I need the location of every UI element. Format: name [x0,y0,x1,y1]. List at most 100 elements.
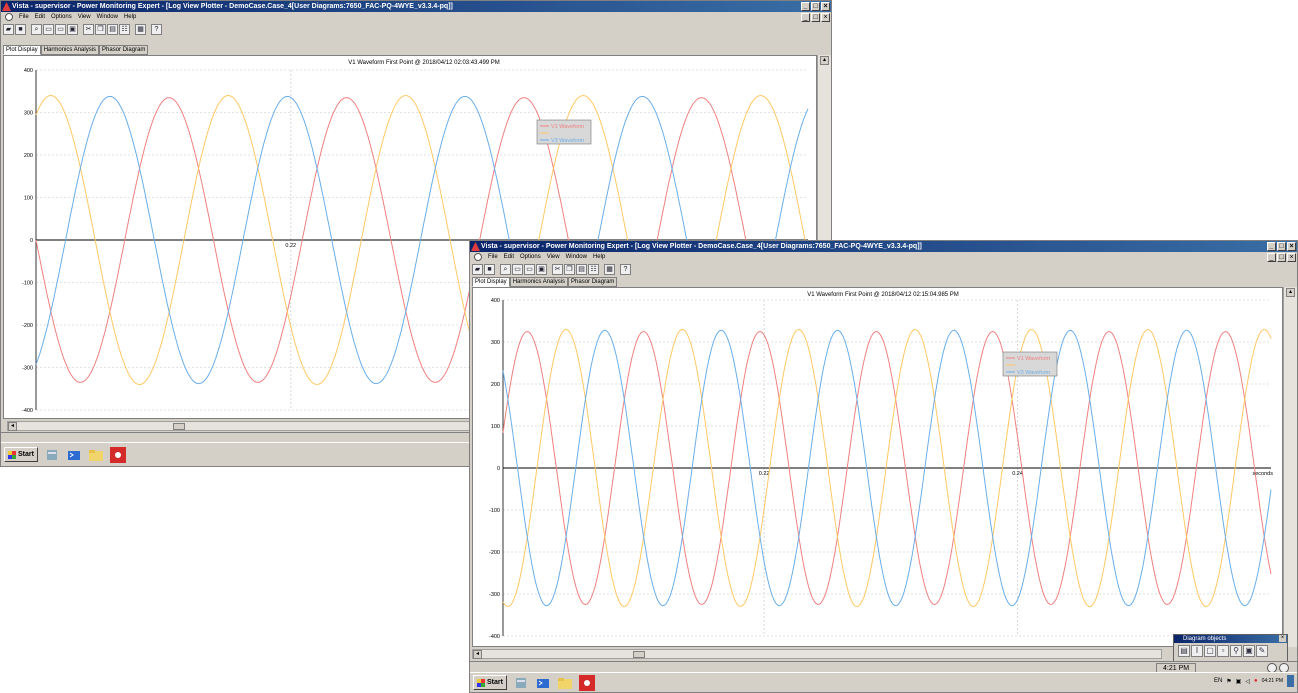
open-icon[interactable]: ▰ [472,263,483,275]
y-tick-label: 200 [24,153,33,159]
start-button[interactable]: Start [4,447,38,462]
y-tick-label: -100 [489,508,500,514]
mdi-close-button[interactable]: × [1287,253,1296,262]
server-manager-icon[interactable] [513,675,529,691]
zoom-icon[interactable]: ⌕ [500,263,511,275]
network-tray-icon[interactable]: ▣ [1235,678,1242,685]
diagram-tools: ▤ I ▢ ▫ ⚲ ▣ ✎ [1174,643,1287,659]
mdi-restore-button[interactable]: □ [1277,253,1286,262]
scroll-left-button[interactable]: ◂ [473,650,482,659]
copy-icon[interactable]: ❐ [95,23,106,35]
power-tray-icon[interactable]: ● [1253,678,1258,684]
powershell-icon[interactable] [535,675,551,691]
vertical-scrollbar[interactable]: ▴ [1283,287,1297,647]
tab-plot-display[interactable]: Plot Display [472,277,510,287]
numeric-object-icon[interactable]: ▫ [1217,645,1229,657]
menu-options[interactable]: Options [51,14,72,20]
diagram-objects-panel[interactable]: Diagram objects × ▤ I ▢ ▫ ⚲ ▣ ✎ [1173,634,1288,662]
open-icon[interactable]: ▰ [3,23,14,35]
graph-icon[interactable]: ▭ [524,263,535,275]
tab-harmonics-analysis[interactable]: Harmonics Analysis [509,277,569,287]
volume-tray-icon[interactable]: ◁ [1245,678,1250,685]
paste-icon[interactable]: ▤ [107,23,118,35]
tab-harmonics-analysis[interactable]: Harmonics Analysis [40,45,100,55]
minimize-button[interactable]: _ [801,2,810,11]
pme-app-icon[interactable] [109,446,126,463]
maximize-button[interactable]: □ [1277,242,1286,251]
image-icon[interactable]: ▣ [67,23,78,35]
server-manager-icon[interactable] [44,447,60,463]
plot-area[interactable]: V1 Waveform First Point @ 2018/04/12 02:… [472,287,1283,647]
log-view-plotter-window-front[interactable]: Vista - supervisor - Power Monitoring Ex… [469,240,1298,693]
menu-help[interactable]: Help [592,254,606,260]
scroll-up-button[interactable]: ▴ [820,56,829,65]
scroll-thumb[interactable] [633,651,645,658]
binoculars-icon[interactable]: ⚲ [1230,645,1242,657]
menu-help[interactable]: Help [123,14,137,20]
diagram-panel-close-button[interactable]: × [1279,635,1286,642]
help-icon[interactable]: ? [620,263,631,275]
tray-clock[interactable]: 04:21 PM [1261,678,1283,684]
horizontal-scrollbar[interactable]: ◂ [472,649,1162,659]
paste-icon[interactable]: ▤ [576,263,587,275]
display-object-icon[interactable]: ▢ [1204,645,1216,657]
chart-icon[interactable]: ▭ [43,23,54,35]
window-icon[interactable]: ▦ [135,23,146,35]
scroll-thumb[interactable] [173,423,185,430]
tools-icon[interactable]: ✎ [1256,645,1268,657]
layout-icon[interactable]: ☷ [119,23,130,35]
save-icon[interactable]: ■ [15,23,26,35]
menu-window[interactable]: Window [565,254,587,260]
network-icon[interactable]: ▣ [1243,645,1255,657]
zoom-icon[interactable]: ⌕ [31,23,42,35]
pme-app-icon[interactable] [578,674,595,691]
y-tick-label: 400 [491,298,500,304]
mdi-minimize-button[interactable]: _ [801,13,810,22]
powershell-icon[interactable] [66,447,82,463]
scroll-left-button[interactable]: ◂ [8,422,17,431]
menu-view[interactable]: View [546,254,560,260]
scroll-up-button[interactable]: ▴ [1286,288,1295,297]
chart-icon[interactable]: ▭ [512,263,523,275]
mdi-restore-button[interactable]: □ [811,13,820,22]
mdi-minimize-button[interactable]: _ [1267,253,1276,262]
legend-label: V1 Waveform [1017,356,1051,362]
language-indicator[interactable]: EN [1213,678,1223,684]
folder-icon[interactable] [88,447,104,463]
show-desktop-icon[interactable] [1287,675,1294,687]
title-bar: Vista - supervisor - Power Monitoring Ex… [1,1,831,12]
cut-icon[interactable]: ✂ [552,263,563,275]
menu-view[interactable]: View [77,14,91,20]
menu-edit[interactable]: Edit [34,14,46,20]
mdi-document-icon[interactable] [474,253,482,261]
copy-icon[interactable]: ❐ [564,263,575,275]
tab-plot-display[interactable]: Plot Display [3,45,41,55]
maximize-button[interactable]: □ [811,2,820,11]
flag-tray-icon[interactable]: ⚑ [1226,678,1232,685]
grouping-object-icon[interactable]: ▤ [1178,645,1190,657]
layout-icon[interactable]: ☷ [588,263,599,275]
chart-title: V1 Waveform First Point @ 2018/04/12 02:… [807,292,959,298]
menu-file[interactable]: File [19,14,29,20]
menu-file[interactable]: File [488,254,498,260]
mdi-document-icon[interactable] [5,13,13,21]
cut-icon[interactable]: ✂ [83,23,94,35]
start-button[interactable]: Start [473,675,507,690]
menu-window[interactable]: Window [96,14,118,20]
graph-icon[interactable]: ▭ [55,23,66,35]
log-view-plotter-window-back[interactable]: Vista - supervisor - Power Monitoring Ex… [0,0,832,467]
image-icon[interactable]: ▣ [536,263,547,275]
tab-phasor-diagram[interactable]: Phasor Diagram [99,45,149,55]
save-icon[interactable]: ■ [484,263,495,275]
help-icon[interactable]: ? [151,23,162,35]
close-button[interactable]: × [821,2,830,11]
menu-options[interactable]: Options [520,254,541,260]
tab-phasor-diagram[interactable]: Phasor Diagram [568,277,618,287]
text-box-icon[interactable]: I [1191,645,1203,657]
folder-icon[interactable] [557,675,573,691]
window-icon[interactable]: ▦ [604,263,615,275]
minimize-button[interactable]: _ [1267,242,1276,251]
menu-edit[interactable]: Edit [503,254,515,260]
close-button[interactable]: × [1287,242,1296,251]
mdi-close-button[interactable]: × [821,13,830,22]
